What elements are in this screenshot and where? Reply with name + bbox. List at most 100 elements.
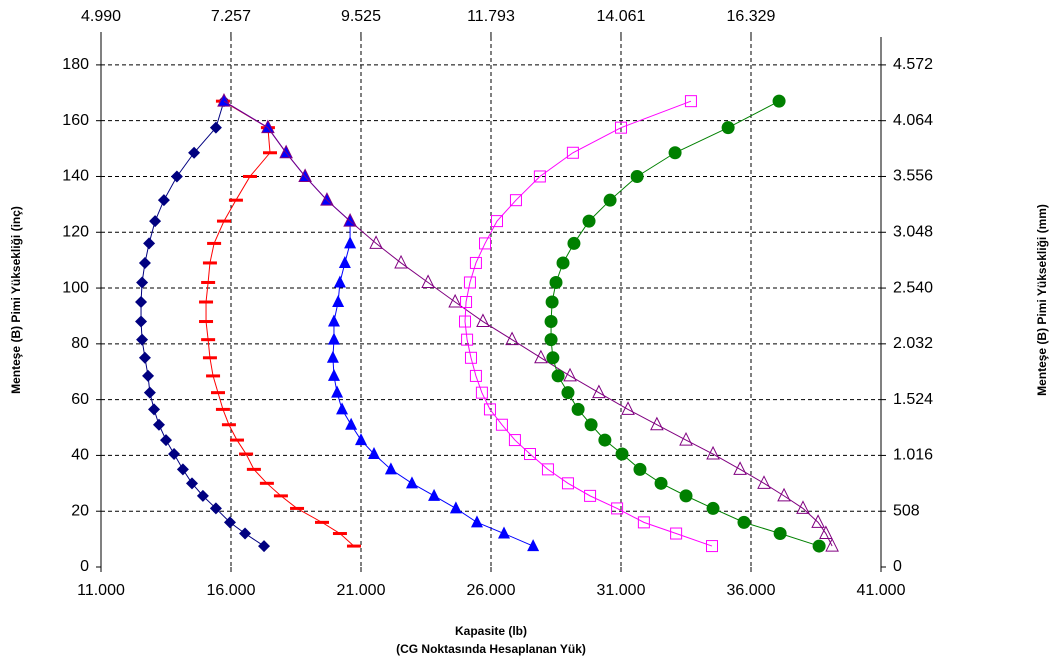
dash-marker — [202, 261, 217, 265]
y-tick-label: 140 — [62, 168, 89, 185]
circle-marker — [545, 295, 559, 309]
open-square-marker — [460, 296, 473, 308]
diamond-marker — [223, 516, 236, 529]
open-square-marker — [469, 369, 482, 382]
diamond-marker — [143, 386, 156, 399]
open-square-marker — [561, 477, 574, 490]
dash-marker — [259, 481, 274, 485]
dash-marker — [228, 198, 243, 202]
x2-tick-label: 9.525 — [341, 8, 381, 25]
open-square-marker — [475, 386, 488, 399]
circle-marker — [567, 236, 581, 250]
open-triangle-marker — [706, 445, 720, 460]
dash-marker — [242, 174, 257, 178]
triangle-marker — [331, 385, 344, 398]
dash-marker — [215, 407, 230, 411]
open-triangle-marker — [563, 367, 577, 382]
y-tick-label: 120 — [62, 223, 89, 240]
triangle-marker — [326, 350, 339, 363]
open-square-marker — [464, 351, 477, 364]
series-line — [223, 100, 833, 547]
x2-tick-label: 7.257 — [211, 8, 251, 25]
open-triangle-marker — [777, 487, 791, 502]
open-triangle-marker — [757, 475, 771, 489]
open-triangle-marker — [679, 431, 693, 446]
diamond-marker — [138, 351, 151, 364]
circle-marker — [633, 462, 647, 476]
dash-marker — [229, 438, 244, 442]
y-tick-label: 0 — [80, 558, 89, 575]
diamond-marker — [135, 296, 148, 308]
dash-marker — [202, 356, 217, 360]
diamond-marker — [186, 477, 198, 490]
open-triangle-marker — [476, 313, 490, 328]
dash-marker — [332, 532, 347, 536]
y-tick-label: 160 — [62, 112, 89, 129]
y-tick-label: 100 — [62, 279, 89, 296]
triangle-marker — [344, 236, 357, 249]
diamond-marker — [170, 170, 183, 183]
x-tick-label: 11.000 — [77, 582, 125, 599]
diamond-marker — [188, 146, 201, 159]
triangle-marker — [338, 255, 351, 268]
diamond-marker — [168, 448, 181, 461]
dash-marker — [216, 219, 231, 223]
y-tick-label: 60 — [71, 391, 89, 408]
circle-marker — [546, 351, 560, 365]
y2-tick-label: 508 — [893, 502, 920, 519]
circle-marker — [556, 256, 570, 270]
open-triangle-marker — [421, 274, 435, 288]
open-square-marker — [706, 540, 718, 553]
open-square-marker — [533, 170, 546, 183]
triangle-marker — [336, 402, 349, 415]
open-triangle-marker — [621, 401, 635, 415]
diamond-marker — [239, 527, 252, 540]
triangle-marker — [261, 120, 274, 133]
y-tick-label: 80 — [71, 335, 89, 352]
diamond-marker — [135, 315, 148, 328]
x2-tick-label: 14.061 — [597, 8, 646, 25]
dash-marker — [263, 151, 277, 155]
dash-marker — [221, 423, 236, 427]
diamond-marker — [142, 369, 155, 382]
open-square-marker — [566, 146, 579, 159]
dash-marker — [246, 467, 261, 471]
x-tick-label: 41.000 — [857, 582, 906, 599]
open-triangle-marker — [825, 537, 839, 552]
diamond-marker — [157, 194, 170, 207]
open-square-marker — [461, 333, 474, 346]
series-line — [140, 101, 265, 547]
x-tick-label: 26.000 — [467, 582, 516, 599]
open-square-marker — [611, 502, 624, 515]
diamond-marker — [258, 540, 271, 553]
triangle-marker — [470, 515, 483, 528]
y-tick-label: 180 — [62, 56, 89, 73]
y-axis-title: Menteşe (B) Pimi Yüksekliği (inç) — [9, 206, 23, 394]
series-line — [205, 100, 355, 547]
open-triangle-marker — [733, 461, 747, 475]
diamond-marker — [148, 403, 161, 416]
y2-tick-label: 1.524 — [893, 391, 933, 408]
dash-marker — [315, 520, 329, 524]
circle-marker — [598, 433, 612, 447]
open-square-marker — [670, 527, 683, 540]
open-square-marker — [508, 434, 521, 447]
y2-tick-label: 3.556 — [893, 168, 933, 185]
open-triangle-marker — [217, 93, 231, 107]
circle-marker — [615, 447, 629, 461]
triangle-marker — [327, 314, 340, 327]
open-triangle-marker — [505, 331, 519, 346]
open-square-marker — [615, 121, 627, 134]
open-triangle-marker — [592, 384, 606, 399]
open-triangle-marker — [811, 514, 825, 528]
diamond-marker — [209, 121, 222, 134]
open-triangle-marker — [261, 119, 275, 134]
triangle-marker — [332, 295, 345, 307]
y-tick-label: 20 — [71, 502, 89, 519]
triangle-marker — [428, 488, 441, 501]
triangle-marker — [527, 539, 540, 552]
diamond-marker — [152, 418, 165, 431]
circle-marker — [737, 515, 751, 529]
triangle-marker — [355, 433, 367, 446]
